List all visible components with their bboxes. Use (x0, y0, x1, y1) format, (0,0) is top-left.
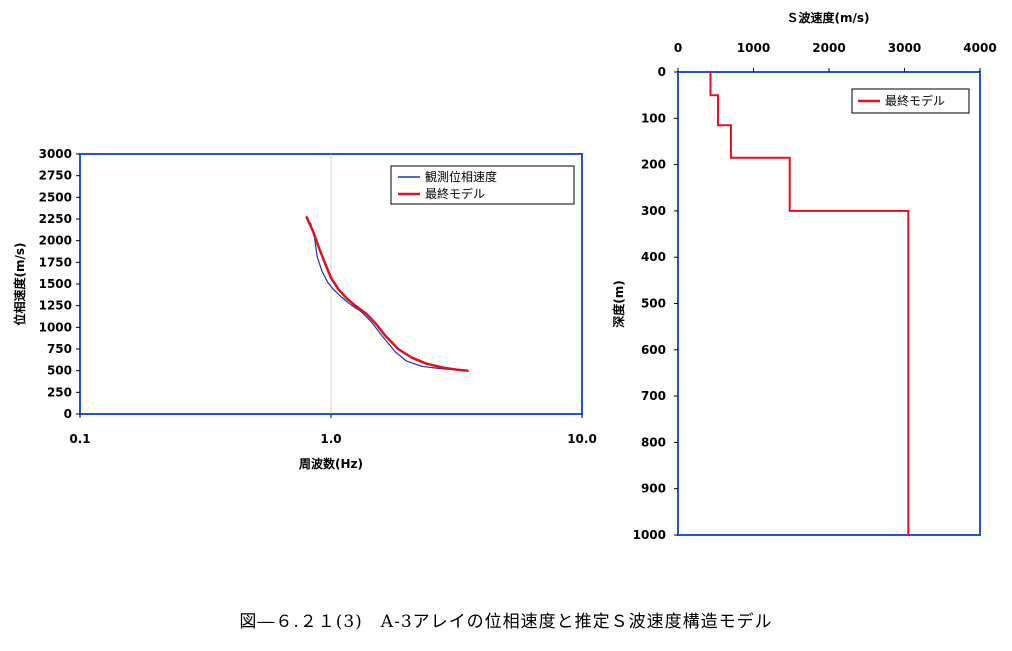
model-profile-line (709, 72, 910, 535)
left-y-tick-label: 1500 (39, 277, 72, 291)
observed-velocity-line (310, 222, 469, 372)
right-x-tick-label: 4000 (963, 41, 996, 55)
right-x-tick-label: 0 (674, 41, 682, 55)
left-y-tick-label: 0 (64, 407, 72, 421)
right-legend: 最終モデル (851, 88, 970, 114)
figure-caption: 図―６.２１(3) A-3アレイの位相速度と推定Ｓ波速度構造モデル (239, 612, 773, 632)
legend-label-model-right: 最終モデル (885, 93, 945, 108)
left-y-tick-label: 250 (47, 385, 72, 399)
right-y-tick-label: 300 (641, 204, 666, 218)
left-y-tick-label: 1250 (39, 299, 72, 313)
right-y-tick-label: 700 (641, 389, 666, 403)
left-y-axis-label: 位相速度(m/s) (12, 243, 27, 326)
right-y-tick-label: 500 (641, 297, 666, 311)
left-y-tick-label: 2750 (39, 169, 72, 183)
s-wave-profile-chart: 0 100 200 300 400 500 600 700 800 900 1000 0 1000 20… (611, 10, 997, 542)
right-plot-frame (677, 71, 981, 536)
phase-velocity-chart: 0 250 500 750 1000 1250 1500 1750 2000 2250 2500 27… (12, 147, 597, 471)
right-x-tick-label: 1000 (737, 41, 770, 55)
left-y-tick-label: 1000 (39, 320, 72, 334)
left-y-tick-label: 2500 (39, 190, 72, 204)
left-series (305, 216, 469, 372)
left-x-tick-label: 10.0 (567, 432, 597, 446)
left-x-tick-label: 1.0 (320, 432, 341, 446)
legend-label-observed: 観測位相速度 (425, 169, 497, 184)
model-velocity-line (305, 216, 469, 372)
left-x-tick-labels: 0.1 1.0 10.0 (69, 414, 597, 446)
right-y-tick-label: 200 (641, 158, 666, 172)
right-y-tick-labels: 0 100 200 300 400 500 600 700 800 900 1000 (633, 65, 678, 542)
right-y-tick-label: 1000 (633, 528, 666, 542)
left-y-tick-label: 1750 (39, 255, 72, 269)
left-y-tick-label: 2250 (39, 212, 72, 226)
right-x-axis-label: Ｓ波速度(m/s) (787, 10, 870, 25)
right-y-tick-label: 900 (641, 482, 666, 496)
legend-label-model: 最終モデル (425, 186, 485, 201)
left-y-tick-labels: 0 250 500 750 1000 1250 1500 1750 2000 2250 2500 27… (39, 147, 80, 421)
left-x-tick-label: 0.1 (69, 432, 90, 446)
right-y-tick-label: 0 (658, 65, 666, 79)
right-y-tick-label: 800 (641, 435, 666, 449)
right-x-tick-labels: 0 1000 2000 3000 4000 (674, 41, 997, 72)
left-legend: 観測位相速度 最終モデル (390, 165, 575, 205)
left-y-tick-label: 500 (47, 364, 72, 378)
right-x-tick-label: 2000 (812, 41, 845, 55)
left-x-axis-label: 周波数(Hz) (299, 456, 363, 471)
left-y-tick-label: 750 (47, 342, 72, 356)
left-legend-box (390, 165, 575, 205)
right-y-tick-label: 600 (641, 343, 666, 357)
left-y-tick-label: 2000 (39, 234, 72, 248)
left-y-tick-label: 3000 (39, 147, 72, 161)
right-y-tick-label: 400 (641, 250, 666, 264)
right-series (709, 72, 910, 535)
right-x-tick-label: 3000 (888, 41, 921, 55)
right-y-tick-label: 100 (641, 111, 666, 125)
right-y-axis-label: 深度(m) (611, 280, 626, 327)
